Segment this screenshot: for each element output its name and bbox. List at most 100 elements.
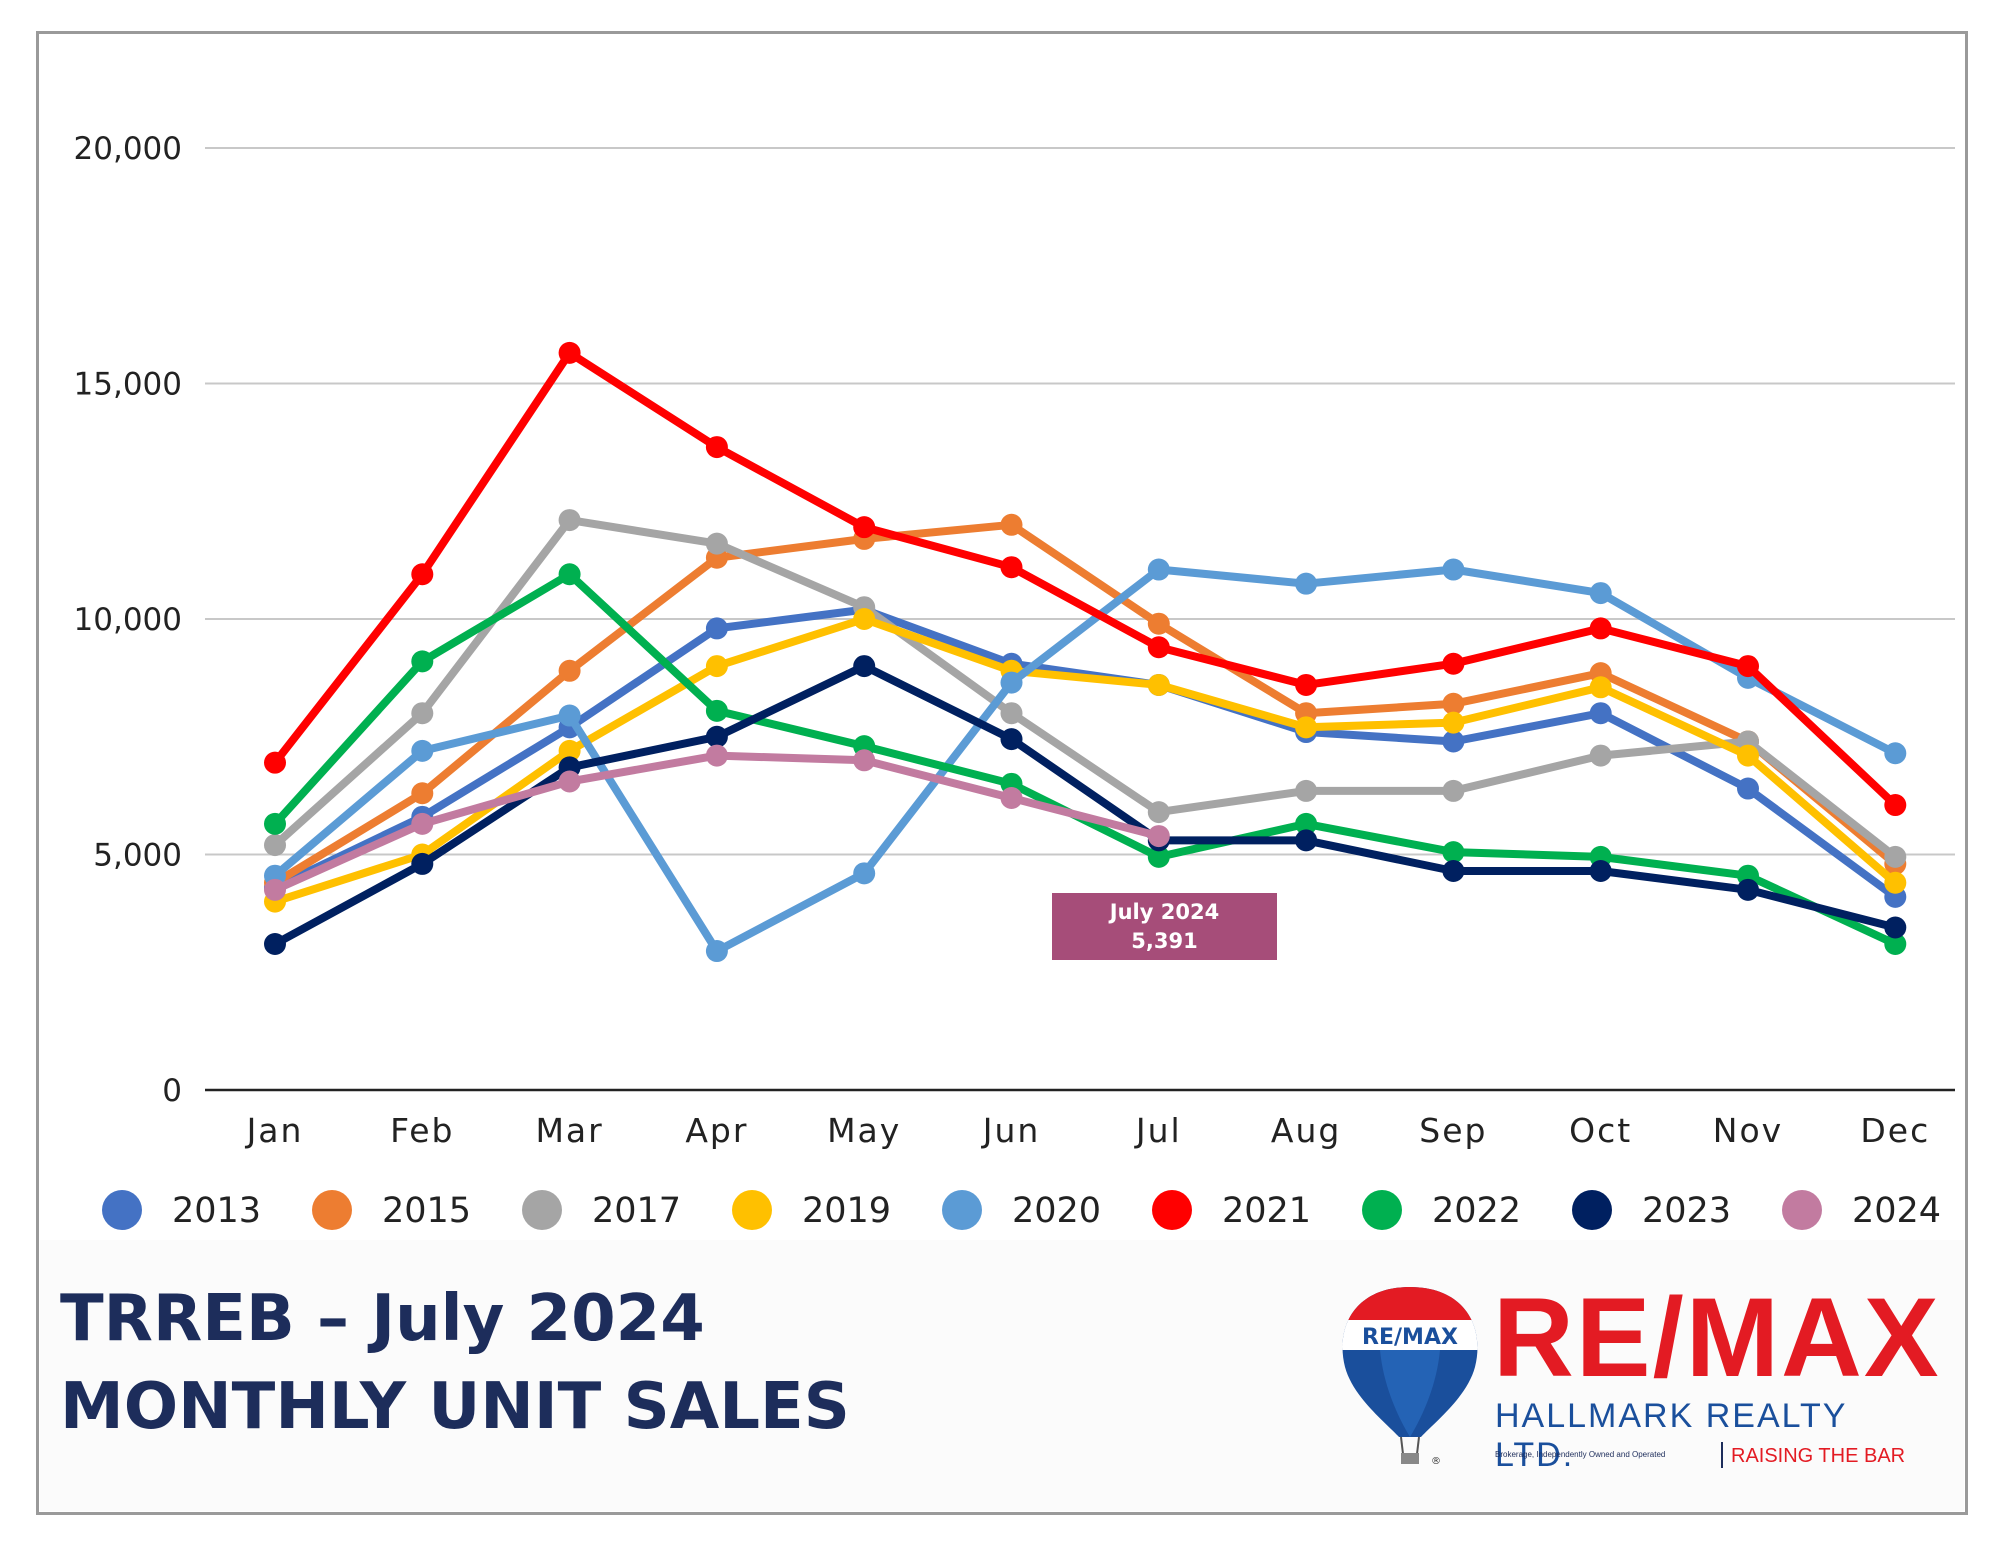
data-point xyxy=(1884,871,1907,894)
data-point xyxy=(1589,676,1612,699)
data-point xyxy=(705,617,728,640)
annotation-value: 5,391 xyxy=(1131,929,1197,953)
x-tick-label: Jun xyxy=(981,1111,1041,1150)
data-point xyxy=(705,655,728,678)
data-point xyxy=(411,812,434,835)
data-point xyxy=(1295,812,1318,835)
data-point xyxy=(264,834,286,857)
data-point xyxy=(1147,612,1170,635)
legend-label: 2020 xyxy=(1012,1191,1101,1231)
data-point xyxy=(1442,711,1465,734)
y-tick-label: 20,000 xyxy=(74,131,182,167)
data-point xyxy=(411,563,434,586)
data-point xyxy=(705,699,728,722)
data-point xyxy=(1147,825,1170,848)
data-point xyxy=(1884,742,1907,765)
data-point xyxy=(264,812,286,835)
legend-label: 2023 xyxy=(1642,1191,1731,1231)
series-line xyxy=(271,565,1900,956)
legend-item-2013: 2013 xyxy=(102,1190,261,1231)
data-point xyxy=(558,770,581,793)
legend-item-2017: 2017 xyxy=(522,1190,681,1231)
x-tick-label: Dec xyxy=(1860,1111,1930,1150)
x-axis-ticks: Jan Feb Mar Apr May Jun Jul Aug Sep Oct Nov Dec xyxy=(245,1111,1930,1150)
y-tick-label: 5,000 xyxy=(93,838,182,874)
legend-marker xyxy=(1572,1190,1612,1230)
title-line-1: TRREB – July 2024 xyxy=(60,1282,705,1356)
title-line-2: MONTHLY UNIT SALES xyxy=(60,1370,850,1444)
data-point xyxy=(264,932,286,955)
legend-label: 2019 xyxy=(802,1191,891,1231)
brand-name: RE/MAX xyxy=(1493,1275,1941,1400)
footer-panel xyxy=(40,1240,1964,1511)
data-point xyxy=(1884,916,1907,939)
legend-label: 2015 xyxy=(382,1191,471,1231)
data-point xyxy=(1442,859,1465,882)
data-point xyxy=(1589,744,1612,767)
page-title: TRREB – July 2024 MONTHLY UNIT SALES xyxy=(60,1275,850,1451)
data-point xyxy=(558,739,581,762)
y-tick-label: 15,000 xyxy=(74,367,182,403)
series-line xyxy=(271,615,1900,906)
data-point xyxy=(1884,932,1907,955)
legend-marker xyxy=(732,1190,772,1230)
data-point xyxy=(558,563,581,586)
legend-item-2021: 2021 xyxy=(1152,1190,1311,1231)
legend-marker xyxy=(1152,1190,1192,1230)
data-point xyxy=(853,608,876,630)
series-lines xyxy=(264,341,1907,963)
series-line xyxy=(271,520,1900,887)
series-line xyxy=(271,516,1900,861)
legend-item-2015: 2015 xyxy=(312,1190,471,1231)
data-point xyxy=(1295,572,1318,595)
data-point xyxy=(1000,671,1023,694)
data-point xyxy=(705,744,728,767)
data-point xyxy=(1442,841,1465,864)
legend-item-2023: 2023 xyxy=(1572,1190,1731,1231)
legend-item-2019: 2019 xyxy=(732,1190,891,1231)
balloon-icon: RE/MAX ® xyxy=(1342,1287,1478,1467)
data-point xyxy=(853,749,876,772)
gridlines xyxy=(205,147,1955,1092)
logo-divider xyxy=(1721,1442,1723,1468)
data-point xyxy=(1000,728,1023,751)
x-tick-label: Nov xyxy=(1713,1111,1783,1150)
data-point xyxy=(1884,845,1907,868)
annotation-box xyxy=(1052,893,1277,960)
annotation-label: July 2024 xyxy=(1108,900,1219,924)
series-line xyxy=(271,348,1900,809)
x-tick-label: Jul xyxy=(1134,1111,1182,1150)
data-point xyxy=(264,878,286,901)
data-point xyxy=(558,659,581,682)
series-2024 xyxy=(264,744,1170,901)
data-point xyxy=(1000,702,1023,725)
data-point xyxy=(558,509,581,532)
data-point xyxy=(1000,786,1023,809)
data-point xyxy=(1589,859,1612,882)
data-point xyxy=(1589,617,1612,640)
data-point xyxy=(1737,777,1759,800)
legend-label: 2017 xyxy=(592,1191,681,1231)
legend-marker xyxy=(522,1190,562,1230)
x-tick-label: May xyxy=(827,1111,901,1150)
data-point xyxy=(1295,829,1318,852)
data-point xyxy=(1000,513,1023,536)
series-2021 xyxy=(264,341,1907,817)
data-point xyxy=(1000,556,1023,579)
data-point xyxy=(411,650,434,673)
legend-label: 2022 xyxy=(1432,1191,1521,1231)
legend: 2013 2015 2017 2019 2020 2021 2022 2023 2024 xyxy=(102,1190,1941,1231)
legend-label: 2021 xyxy=(1222,1191,1311,1231)
data-point xyxy=(1884,794,1907,817)
data-point xyxy=(1442,652,1465,675)
data-point xyxy=(411,702,434,725)
data-point xyxy=(853,516,876,539)
x-tick-label: Apr xyxy=(685,1111,748,1150)
data-point xyxy=(264,751,286,774)
data-point xyxy=(411,852,434,875)
data-point xyxy=(1442,730,1465,753)
legend-item-2024: 2024 xyxy=(1782,1190,1941,1231)
series-line xyxy=(271,662,1900,948)
brokerage-note: Brokerage, Independently Owned and Opera… xyxy=(1495,1450,1666,1459)
legend-marker xyxy=(1362,1190,1402,1230)
